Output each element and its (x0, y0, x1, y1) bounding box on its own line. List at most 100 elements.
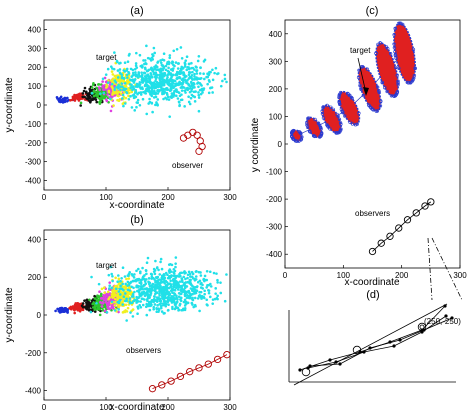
target-point (203, 279, 206, 283)
target-point (174, 61, 178, 64)
target-point (81, 95, 85, 99)
target-point (396, 82, 400, 87)
target-point (146, 74, 150, 78)
target-point (166, 309, 170, 312)
target-point (127, 277, 131, 280)
target-point (141, 276, 145, 279)
target-point (110, 293, 114, 296)
target-point (196, 297, 200, 300)
target-point (145, 112, 149, 116)
target-point (128, 292, 132, 296)
target-point (119, 303, 122, 307)
target-point (196, 59, 200, 63)
panel-label-b: (b) (130, 214, 143, 226)
target-point (134, 64, 138, 67)
target-point (138, 304, 142, 307)
target-point (183, 291, 187, 294)
target-point (163, 285, 167, 289)
target-point (339, 107, 344, 111)
target-point (134, 62, 138, 65)
target-point (155, 307, 158, 310)
target-point (110, 79, 113, 82)
target-point (193, 296, 197, 300)
target-point (125, 67, 129, 71)
x-tick-label: 100 (337, 271, 351, 280)
target-point (170, 270, 173, 273)
target-point (140, 287, 144, 291)
y-tick-label: 400 (28, 235, 42, 244)
target-point (114, 86, 117, 89)
target-point (108, 281, 111, 284)
target-point (92, 82, 95, 85)
target-point (190, 76, 193, 79)
target-point (197, 91, 200, 94)
target-point (185, 68, 189, 72)
y-tick-label: 300 (28, 44, 42, 53)
target-point (167, 269, 171, 273)
x-tick-label: 100 (99, 193, 113, 202)
target-point (189, 278, 192, 282)
target-point (106, 81, 110, 84)
target-point (187, 87, 190, 91)
ticks-b: 0 100 200 300 400 200 0 -200 -400 (25, 235, 237, 411)
target-point (209, 70, 212, 74)
target-point (152, 96, 156, 99)
target-point (125, 319, 128, 322)
target-point (148, 284, 152, 288)
target-point (73, 93, 76, 97)
target-point (172, 271, 176, 274)
annotation-point-d: (250,-250) (424, 317, 461, 326)
target-point (132, 286, 135, 290)
target-point (213, 71, 216, 75)
target-point (119, 284, 122, 288)
target-point (188, 296, 192, 300)
target-point (146, 299, 149, 303)
target-point (116, 60, 119, 64)
target-point (219, 84, 223, 88)
target-point (195, 76, 198, 79)
target-point (116, 296, 120, 300)
target-point (200, 297, 203, 300)
target-point (193, 75, 196, 78)
zoom-point (368, 346, 372, 350)
target-point (318, 125, 323, 130)
target-point (167, 290, 171, 294)
x-axis-label-c: x-coordinate (344, 277, 399, 288)
target-point (188, 272, 192, 276)
target-point (175, 72, 178, 76)
target-point (105, 293, 109, 296)
target-point (317, 135, 322, 139)
target-point (166, 273, 169, 277)
observer-point (386, 232, 394, 240)
target-point (191, 70, 194, 74)
target-point (216, 294, 219, 298)
target-point (159, 306, 163, 310)
target-point (154, 259, 157, 263)
target-point (164, 296, 167, 300)
target-point (74, 306, 77, 309)
target-point (119, 92, 123, 96)
target-point (90, 275, 93, 279)
target-point (87, 94, 90, 98)
target-point (171, 78, 174, 82)
target-point (134, 88, 138, 92)
panel-b: (b) 0 100 200 300 400 200 0 -200 -400 x-coordina… (4, 214, 237, 411)
target-point (127, 74, 131, 77)
target-point (202, 277, 206, 281)
target-point (169, 289, 173, 292)
target-point (143, 62, 146, 66)
target-point (205, 303, 209, 306)
y-tick-label: 300 (269, 57, 283, 66)
target-point (99, 92, 102, 95)
target-point (175, 47, 179, 51)
target-point (137, 72, 140, 75)
x-tick-label: 0 (42, 403, 47, 411)
target-point (79, 101, 83, 105)
x-tick-label: 0 (283, 271, 288, 280)
target-point (132, 299, 135, 303)
target-point (120, 276, 123, 280)
target-point (114, 276, 117, 280)
target-point (141, 297, 145, 301)
target-point (173, 288, 177, 292)
panel-a: (a) 0 100 200 300 400 300 200 100 0 -100 -200 -300 -… (4, 5, 237, 211)
